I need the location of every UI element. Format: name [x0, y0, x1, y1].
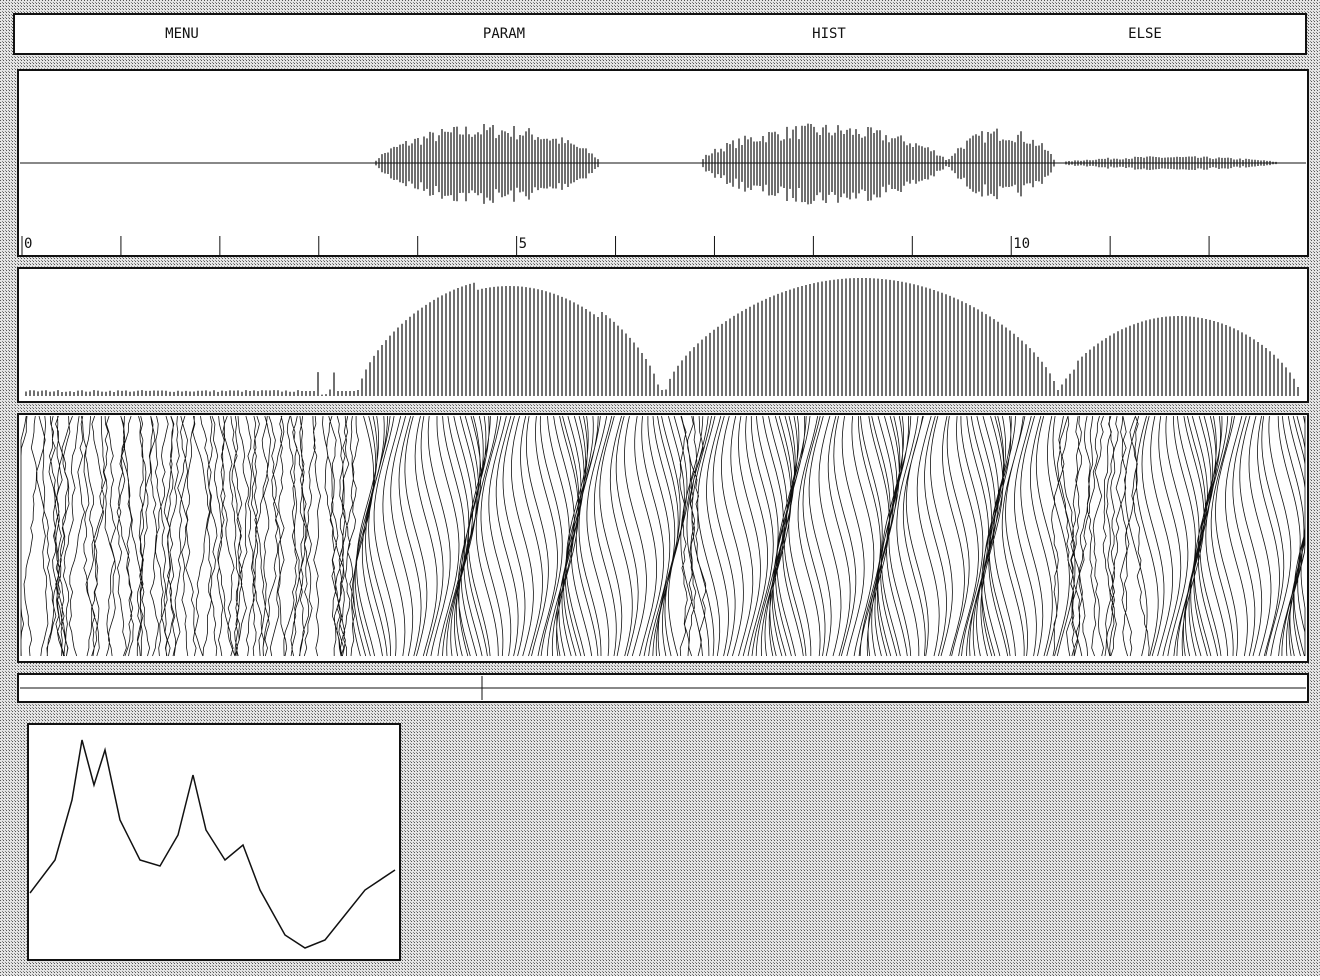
tick-label: 5 — [519, 236, 527, 252]
menu-item[interactable]: HIST — [812, 26, 846, 42]
menu-item[interactable]: MENU — [165, 26, 199, 42]
screen: MENU PARAM HIST ELSE 0 5 10 — [0, 0, 1320, 976]
page: MENU PARAM HIST ELSE 0510 (() => { const… — [0, 0, 1320, 976]
menu-item[interactable]: PARAM — [483, 26, 525, 42]
menu-item[interactable]: ELSE — [1128, 26, 1162, 42]
menu-bar — [14, 14, 1306, 54]
tick-label: 0 — [24, 236, 32, 252]
tick-label: 10 — [1013, 236, 1030, 252]
